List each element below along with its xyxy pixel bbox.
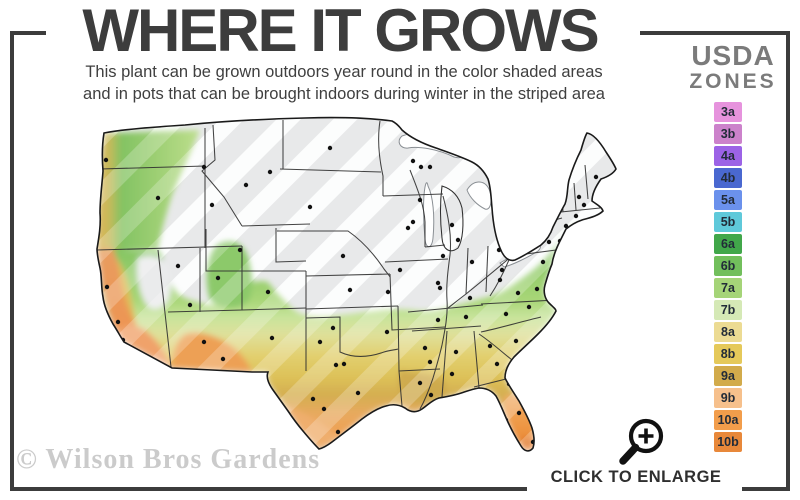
legend-heading-usda: USDA [691, 40, 775, 71]
state-michigan-outline [439, 185, 464, 252]
zone-swatch-5a: 5a [714, 190, 742, 210]
legend-heading-zones: ZONES [689, 70, 777, 93]
zone-swatch-4b: 4b [714, 168, 742, 188]
zone-swatch-6a: 6a [714, 234, 742, 254]
zone-swatch-10a: 10a [714, 410, 742, 430]
legend-heading: USDA ZONES [680, 40, 786, 94]
magnifier-plus-icon[interactable] [619, 418, 664, 465]
zone-swatch-3a: 3a [714, 102, 742, 122]
zone-swatch-5b: 5b [714, 212, 742, 232]
frame-left-border [10, 31, 14, 491]
zone-swatch-10b: 10b [714, 432, 742, 452]
map-body [97, 117, 616, 451]
frame-bottom-right-segment [742, 487, 790, 491]
zone-swatch-8b: 8b [714, 344, 742, 364]
stripe-overlay [97, 117, 616, 451]
frame-bottom-left-segment [10, 487, 527, 491]
zone-swatch-6b: 6b [714, 256, 742, 276]
zone-swatch-7b: 7b [714, 300, 742, 320]
zone-swatch-9a: 9a [714, 366, 742, 386]
click-to-enlarge-button[interactable]: CLICK TO ENLARGE [550, 468, 722, 486]
frame-right-border [786, 31, 790, 491]
zone-swatch-4a: 4a [714, 146, 742, 166]
subtitle: This plant can be grown outdoors year ro… [48, 62, 640, 106]
lake-ontario [523, 222, 550, 235]
zone-swatch-3b: 3b [714, 124, 742, 144]
watermark: © Wilson Bros Gardens [16, 444, 321, 475]
zone-swatch-8a: 8a [714, 322, 742, 342]
zone-swatch-9b: 9b [714, 388, 742, 408]
subtitle-line-1: This plant can be grown outdoors year ro… [85, 63, 603, 81]
page-title: WHERE IT GROWS [82, 0, 599, 64]
frame-top-right-segment [640, 31, 790, 35]
subtitle-line-2: and in pots that can be brought indoors … [83, 84, 605, 103]
zone-swatch-7a: 7a [714, 278, 742, 298]
lake-huron [466, 181, 492, 210]
frame-top-left-segment [10, 31, 46, 35]
zone-legend: 3a 3b 4a 4b 5a 5b 6a 6b 7a 7b 8a 8b 9a 9b 10a 10b [714, 102, 742, 454]
